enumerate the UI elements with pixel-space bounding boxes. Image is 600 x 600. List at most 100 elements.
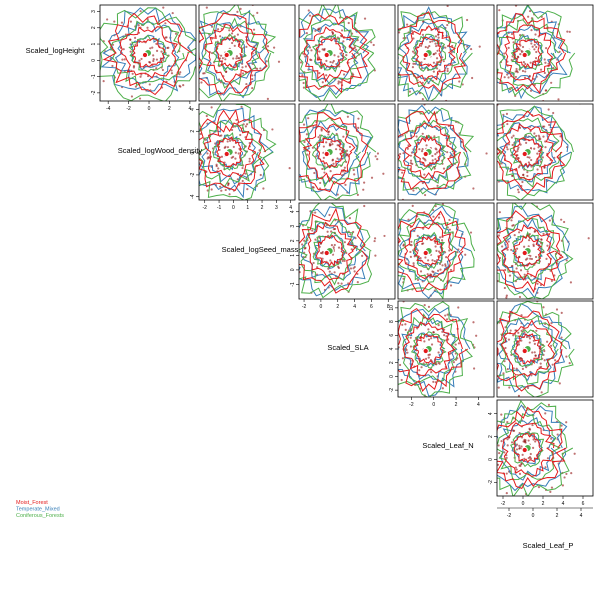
data-point: [370, 176, 374, 179]
data-point: [431, 154, 434, 158]
data-point: [501, 245, 504, 248]
centroid-marker: [521, 249, 528, 257]
data-point: [570, 471, 573, 475]
data-point: [333, 243, 336, 247]
data-point: [431, 40, 434, 43]
data-point: [435, 57, 439, 60]
data-point: [419, 270, 423, 273]
data-point: [514, 5, 518, 7]
data-point: [484, 415, 486, 417]
data-point: [363, 17, 367, 20]
data-point: [517, 343, 521, 346]
data-point: [518, 444, 521, 447]
data-point: [352, 168, 355, 172]
data-point: [523, 76, 527, 79]
data-point: [530, 42, 533, 45]
data-point: [134, 85, 137, 88]
data-point: [160, 50, 163, 53]
data-point: [248, 160, 251, 163]
data-point: [527, 439, 530, 442]
data-point: [532, 438, 535, 441]
data-point: [328, 144, 331, 147]
data-point: [155, 58, 159, 61]
data-point: [449, 142, 452, 145]
centroid-marker: [521, 446, 528, 454]
data-point: [485, 55, 487, 57]
data-point: [388, 144, 390, 146]
data-point: [302, 123, 306, 126]
data-point: [545, 47, 548, 50]
data-point: [519, 269, 523, 272]
data-point: [433, 135, 436, 138]
data-point: [372, 43, 375, 47]
data-point: [224, 58, 227, 61]
data-point: [448, 218, 451, 222]
data-point: [305, 133, 309, 136]
contour-line: [501, 123, 554, 181]
data-point: [515, 367, 518, 370]
data-point: [215, 163, 218, 166]
data-point: [345, 54, 348, 57]
data-point: [542, 232, 545, 235]
data-point: [235, 118, 238, 122]
data-point: [345, 251, 348, 255]
centroid-marker: [323, 249, 330, 257]
data-point: [475, 369, 477, 371]
data-point: [497, 279, 500, 283]
data-point: [543, 71, 546, 75]
contour-line: [299, 104, 377, 200]
data-point: [505, 112, 509, 116]
data-point: [437, 351, 440, 354]
data-point: [486, 266, 488, 268]
data-point: [483, 519, 485, 521]
tick-label: -4: [190, 194, 196, 199]
data-point: [447, 338, 450, 341]
data-point: [348, 145, 352, 149]
data-point: [330, 140, 333, 143]
data-point: [437, 216, 441, 219]
data-point: [520, 339, 523, 342]
data-point: [424, 357, 428, 360]
data-point: [521, 69, 525, 73]
data-point: [510, 441, 514, 444]
contour-line: [413, 134, 442, 167]
data-point: [162, 59, 165, 62]
data-point: [536, 59, 539, 62]
data-point: [306, 96, 308, 98]
legend-entry: Temperate_Mixed: [16, 507, 60, 513]
data-point: [290, 38, 292, 40]
data-point: [416, 327, 419, 330]
data-point: [563, 220, 566, 224]
data-point: [526, 174, 529, 178]
data-point: [505, 456, 508, 460]
data-point: [376, 152, 380, 155]
data-point: [353, 173, 356, 176]
panel-r2-c2: [298, 202, 396, 300]
data-point: [532, 243, 535, 246]
data-point: [336, 36, 339, 39]
data-point: [536, 168, 539, 171]
contour-line: [398, 110, 467, 191]
variable-label: Scaled_logSeed_mass: [222, 245, 299, 254]
data-point: [442, 60, 445, 63]
data-point: [328, 142, 331, 145]
data-point: [409, 250, 412, 254]
data-point: [308, 14, 312, 17]
tick-label: 4: [389, 347, 395, 350]
data-point: [521, 453, 524, 456]
data-point: [545, 257, 548, 260]
data-point: [523, 331, 526, 334]
data-point: [240, 105, 243, 108]
data-point: [532, 339, 535, 342]
data-point: [522, 173, 525, 177]
data-point: [515, 67, 518, 71]
data-point: [406, 147, 409, 150]
data-point: [406, 351, 409, 354]
data-point: [381, 259, 383, 261]
data-point: [155, 49, 159, 52]
data-point: [515, 267, 518, 270]
data-point: [297, 36, 299, 38]
data-point: [345, 149, 349, 152]
contour-line: [402, 24, 456, 82]
panel-frame: [496, 103, 594, 201]
